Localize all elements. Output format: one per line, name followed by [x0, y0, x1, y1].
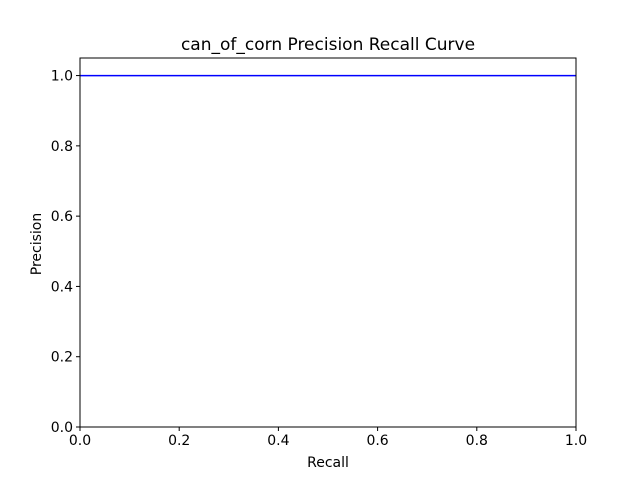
y-tick-label-5: 1.0	[51, 69, 73, 85]
chart-title: can_of_corn Precision Recall Curve	[181, 35, 475, 55]
y-tick-label-2: 0.4	[51, 279, 73, 295]
x-axis-label: Recall	[307, 455, 349, 471]
y-tick-label-1: 0.2	[51, 350, 73, 366]
y-axis-label: Precision	[29, 213, 45, 275]
x-tick-label-5: 1.0	[565, 433, 587, 449]
y-tick-label-0: 0.0	[51, 420, 73, 436]
plot-area: 0.0 0.2 0.4 0.6 0.8 1.0 0.0 0.2 0.4 0.6 0.8 1.0	[51, 57, 587, 449]
x-tick-label-0: 0.0	[69, 433, 91, 449]
axes-frame	[79, 57, 577, 428]
x-tick-label-2: 0.4	[267, 433, 289, 449]
x-tick-label-3: 0.6	[366, 433, 388, 449]
y-tick-label-4: 0.8	[51, 139, 73, 155]
x-tick-label-1: 0.2	[168, 433, 190, 449]
x-tick-label-4: 0.8	[466, 433, 488, 449]
y-tick-label-3: 0.6	[51, 209, 73, 225]
